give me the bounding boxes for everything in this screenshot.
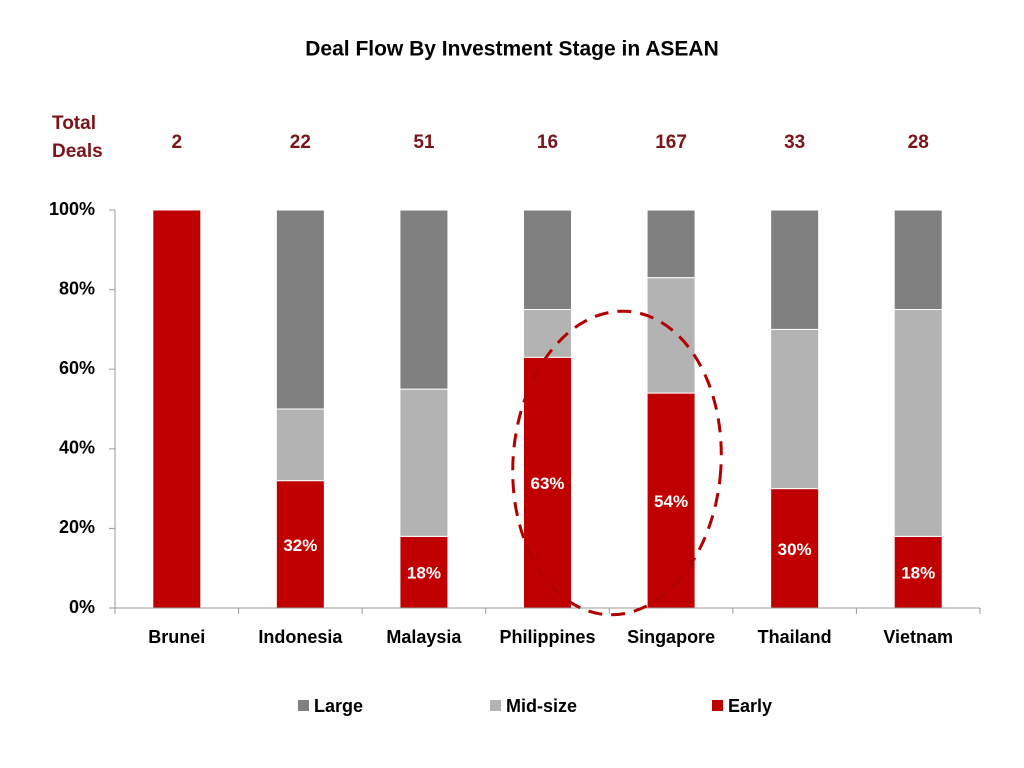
total-deals: 2: [171, 132, 182, 153]
legend-label: Early: [728, 696, 772, 716]
y-tick-label: 100%: [49, 199, 95, 219]
totals-label: Deals: [52, 141, 103, 162]
data-label: 18%: [407, 564, 441, 583]
totals-label: Total: [52, 113, 96, 134]
bar-segment: [399, 388, 449, 537]
bar-segment: [523, 209, 572, 310]
bar-segment: [523, 356, 572, 609]
legend-label: Large: [314, 696, 363, 716]
bar-segment: [399, 209, 449, 390]
x-tick-label: Brunei: [148, 627, 205, 647]
bar-segment: [152, 209, 202, 609]
bar-segment: [770, 488, 820, 609]
y-tick-label: 80%: [59, 278, 95, 298]
bar-segment: [646, 209, 696, 279]
legend-swatch: [712, 700, 723, 711]
total-deals: 33: [784, 132, 805, 153]
legend-swatch: [298, 700, 309, 711]
bar-segment: [275, 408, 325, 482]
x-tick-label: Singapore: [627, 627, 715, 647]
x-tick-label: Thailand: [758, 627, 832, 647]
data-label: 63%: [530, 474, 564, 493]
total-deals: 51: [413, 132, 435, 153]
bar-segment: [770, 209, 820, 330]
bar-segment: [893, 209, 943, 310]
bar-segment: [399, 535, 449, 609]
bar-segment: [893, 535, 943, 609]
total-deals: 22: [290, 132, 311, 153]
bar-segment: [523, 309, 572, 358]
chart-title: Deal Flow By Investment Stage in ASEAN: [305, 38, 718, 61]
x-tick-label: Malaysia: [386, 627, 462, 647]
data-label: 54%: [654, 492, 688, 511]
bar-segment: [646, 277, 696, 394]
total-deals: 28: [908, 132, 929, 153]
total-deals: 16: [537, 132, 558, 153]
legend-swatch: [490, 700, 501, 711]
data-label: 30%: [778, 540, 812, 559]
bar-segment: [893, 309, 943, 537]
bar-segment: [275, 209, 325, 410]
data-label: 32%: [283, 536, 317, 555]
x-tick-label: Indonesia: [258, 627, 343, 647]
bar-segment: [770, 328, 820, 490]
x-tick-label: Vietnam: [883, 627, 953, 647]
y-tick-label: 40%: [59, 438, 95, 458]
y-tick-label: 60%: [59, 358, 95, 378]
x-tick-label: Philippines: [499, 627, 595, 647]
highlight-ellipse: [511, 309, 723, 617]
total-deals: 167: [655, 132, 687, 153]
y-tick-label: 20%: [59, 517, 95, 537]
legend-label: Mid-size: [506, 696, 577, 716]
y-tick-label: 0%: [69, 597, 95, 617]
data-label: 18%: [901, 564, 935, 583]
